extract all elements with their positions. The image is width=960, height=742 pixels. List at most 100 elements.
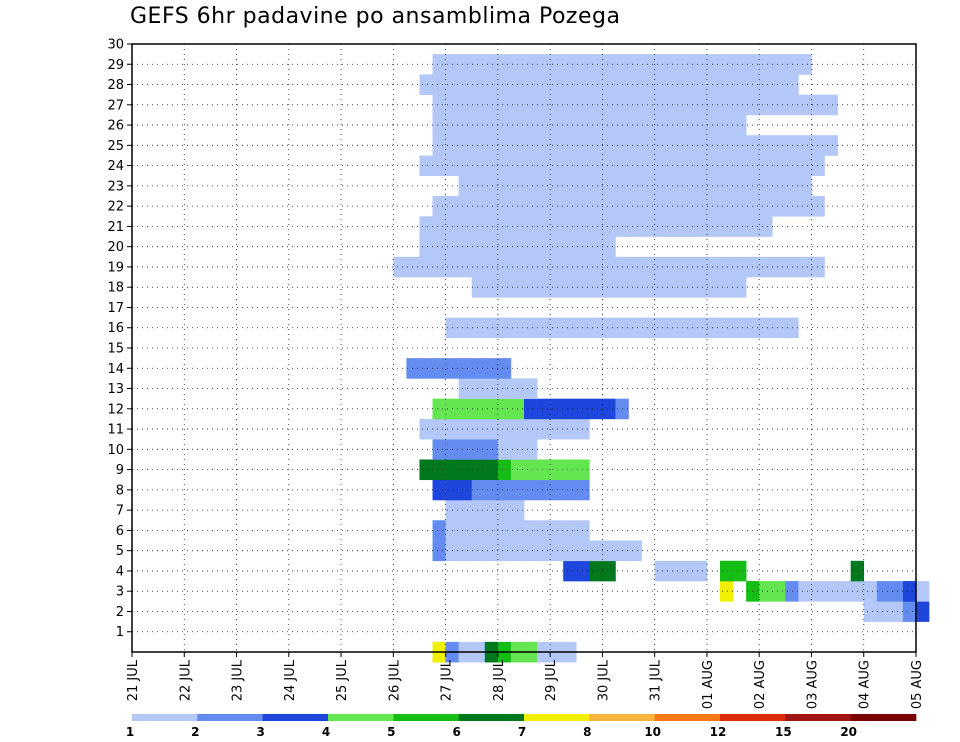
heat-cell <box>524 479 538 501</box>
heat-cell <box>406 256 420 278</box>
heat-cell <box>628 54 642 75</box>
heat-cell <box>772 74 786 95</box>
legend-label: 3 <box>256 725 264 739</box>
heat-cell <box>484 54 499 75</box>
heat-cell <box>693 94 708 116</box>
heat-cell <box>563 560 577 582</box>
y-tick-label: 28 <box>107 78 124 93</box>
heat-cell <box>497 74 512 95</box>
heat-cell <box>537 175 551 197</box>
heat-cell <box>902 581 917 602</box>
heat-cell <box>628 317 642 339</box>
heat-cell <box>706 74 721 95</box>
heat-cell <box>759 74 773 95</box>
heat-cell <box>537 155 551 177</box>
legend-swatch <box>524 714 590 721</box>
heat-cell <box>720 196 734 217</box>
heat-cell <box>916 581 930 602</box>
heat-cell <box>471 135 486 156</box>
legend-swatch <box>720 714 786 721</box>
heat-cell <box>458 540 473 562</box>
heat-cell <box>471 155 486 177</box>
legend-label: 4 <box>322 725 330 739</box>
heat-cell <box>484 196 499 217</box>
heat-cell <box>693 114 708 136</box>
color-legend: 1 2 3 4 5 6 7 8 10 12 15 20 <box>126 714 917 739</box>
chart-title: GEFS 6hr padavine po ansamblima Pozega <box>130 4 621 29</box>
heat-cell <box>550 135 564 156</box>
heat-cell <box>484 277 499 298</box>
heat-cell <box>524 520 538 541</box>
heat-cell <box>550 114 564 136</box>
legend-label: 8 <box>583 725 591 739</box>
heat-cell <box>471 277 486 298</box>
heat-cell <box>524 540 538 562</box>
heat-cell <box>602 155 616 177</box>
heat-cell <box>458 358 473 379</box>
heat-cell <box>641 277 655 298</box>
heat-cell <box>563 520 577 541</box>
heat-cell <box>537 114 551 136</box>
x-tick-label: 25 JUL <box>335 659 350 701</box>
heat-cell <box>654 94 669 116</box>
heat-cell <box>432 216 446 237</box>
heat-cell <box>720 74 734 95</box>
heat-cell <box>628 540 642 562</box>
heat-cell <box>733 94 747 116</box>
heat-cell <box>471 540 486 562</box>
heat-cell <box>484 155 499 177</box>
heat-cell <box>628 175 642 197</box>
heat-cell <box>720 175 734 197</box>
heat-cell <box>641 155 655 177</box>
heat-cell <box>524 236 538 258</box>
heat-cell <box>589 74 603 95</box>
heat-cell <box>589 256 603 278</box>
y-tick-label: 17 <box>107 301 124 316</box>
heat-cell <box>458 135 473 156</box>
heat-cell <box>432 196 446 217</box>
heat-cell <box>550 540 564 562</box>
x-tick-label: 03 AUG <box>805 660 820 709</box>
heat-cell <box>863 601 878 622</box>
legend-label: 6 <box>452 725 460 739</box>
heat-cell <box>641 196 655 217</box>
heat-cell <box>458 74 473 95</box>
heat-cell <box>667 317 682 339</box>
heat-cell <box>563 398 577 420</box>
heat-cell <box>706 94 721 116</box>
heat-cell <box>458 114 473 136</box>
heat-cell <box>497 459 512 481</box>
heat-cell <box>889 601 904 622</box>
heat-cell <box>733 114 747 136</box>
heat-cell <box>589 277 603 298</box>
heat-cell <box>693 256 708 278</box>
heat-cell <box>602 317 616 339</box>
heat-cell <box>654 277 669 298</box>
heat-cell <box>484 439 499 460</box>
heat-cell <box>484 175 499 197</box>
y-tick-label: 1 <box>116 625 124 640</box>
heat-cell <box>497 500 512 521</box>
x-tick-label: 02 AUG <box>753 660 768 709</box>
heat-cell <box>824 94 838 116</box>
heat-cell <box>693 277 708 298</box>
y-tick-label: 26 <box>107 119 124 134</box>
heat-cell <box>524 459 538 481</box>
x-tick-label: 29 JUL <box>544 659 559 701</box>
heat-cell <box>471 216 486 237</box>
heat-cell <box>720 54 734 75</box>
heat-cell <box>432 418 446 440</box>
y-tick-label: 25 <box>107 139 124 154</box>
heat-cell <box>524 155 538 177</box>
heat-cell <box>811 581 825 602</box>
heat-cell <box>471 196 486 217</box>
heat-cell <box>602 236 616 258</box>
heat-cell <box>497 94 512 116</box>
heat-cell <box>432 74 446 95</box>
heat-cell <box>537 216 551 237</box>
heat-cell <box>471 378 486 399</box>
heat-cell <box>654 114 669 136</box>
heat-cell <box>563 114 577 136</box>
heat-cell <box>432 236 446 258</box>
legend-label: 12 <box>710 725 727 739</box>
